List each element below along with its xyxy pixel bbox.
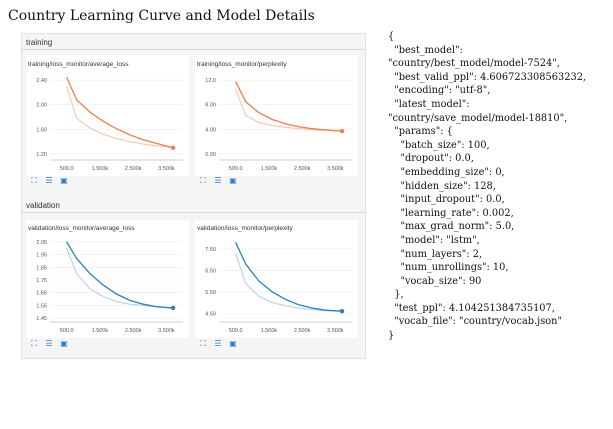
x-tick-label: 500.0 [229,328,243,334]
y-tick-label: 12.0 [205,78,216,84]
y-tick-label: 2.40 [36,78,47,84]
y-tick-label: 1.95 [36,253,47,259]
list-icon[interactable]: ☰ [45,339,53,348]
section-divider [22,49,365,50]
y-tick-label: 1.45 [36,316,47,322]
y-tick-label: 4.00 [205,127,216,133]
section-label-training: training [26,38,53,47]
expand-icon[interactable]: ⛶ [200,176,206,185]
x-tick-label: 2.500k [294,166,311,172]
y-tick-label: 1.75 [36,278,47,284]
chart-toolbar: ⛶ ☰ ▣ [199,340,237,348]
y-tick-label: 0.00 [205,152,216,158]
y-tick-label: 4.50 [205,311,216,317]
x-tick-label: 3.500k [158,166,175,172]
page-title: Country Learning Curve and Model Details [8,8,315,24]
x-tick-label: 1.500k [261,166,278,172]
chart-title: training/loss_monitor/perplexity [197,61,287,68]
series-line-smoothed [66,241,174,309]
chart-svg: validation/loss_monitor/perplexity 7.50 6.… [197,225,352,334]
series-line-raw [66,86,174,149]
x-tick-label: 3.500k [327,328,344,334]
fit-domain-icon[interactable]: ▣ [60,176,68,185]
x-tick-label: 2.500k [125,328,142,334]
tensorboard-panel: training training/loss_monitor/average_l… [21,33,366,359]
chart-toolbar: ⛶ ☰ ▣ [30,177,68,185]
section-divider [22,212,365,213]
y-tick-label: 1.20 [36,152,47,158]
x-tick-label: 500.0 [60,328,74,334]
chart-validation-average-loss: validation/loss_monitor/average_loss 2.05… [26,220,189,338]
chart-toolbar: ⛶ ☰ ▣ [199,177,237,185]
y-tick-label: 1.85 [36,265,47,271]
y-tick-label: 1.65 [36,291,47,297]
y-tick-label: 2.05 [36,240,47,246]
series-line-smoothed [235,242,343,312]
series-line-smoothed [235,81,343,132]
x-tick-label: 2.500k [294,328,311,334]
expand-icon[interactable]: ⛶ [200,339,206,348]
series-end-point [339,128,345,134]
x-tick-label: 1.500k [261,328,278,334]
section-label-validation: validation [26,201,60,210]
fit-domain-icon[interactable]: ▣ [229,176,237,185]
series-end-point [170,145,176,150]
chart-training-average-loss: training/loss_monitor/average_loss 2.40 2.… [26,56,189,176]
fit-domain-icon[interactable]: ▣ [229,339,237,348]
y-tick-label: 6.50 [205,268,216,274]
list-icon[interactable]: ☰ [214,339,222,348]
chart-title: validation/loss_monitor/perplexity [197,225,293,232]
x-tick-label: 3.500k [158,328,175,334]
series-line-raw [235,252,343,312]
x-tick-label: 2.500k [125,166,142,172]
x-tick-label: 500.0 [60,166,74,172]
series-line-smoothed [66,76,174,149]
chart-svg: validation/loss_monitor/average_loss 2.05… [28,225,183,334]
list-icon[interactable]: ☰ [214,176,222,185]
chart-title: training/loss_monitor/average_loss [28,61,129,68]
chart-title: validation/loss_monitor/average_loss [28,225,135,232]
y-tick-label: 5.50 [205,290,216,296]
y-tick-label: 1.55 [36,303,47,309]
y-tick-label: 8.00 [205,103,216,109]
list-icon[interactable]: ☰ [45,176,53,185]
series-line-raw [235,89,343,132]
x-tick-label: 1.500k [92,328,109,334]
y-tick-label: 2.00 [36,103,47,109]
series-end-point [339,309,345,314]
expand-icon[interactable]: ⛶ [31,176,37,185]
y-tick-label: 7.50 [205,247,216,253]
x-tick-label: 3.500k [327,166,344,172]
chart-svg: training/loss_monitor/perplexity 12.0 8.00… [197,61,352,172]
series-end-point [170,305,176,311]
series-line-raw [66,247,174,309]
x-tick-label: 500.0 [229,166,243,172]
chart-toolbar: ⛶ ☰ ▣ [30,340,68,348]
chart-training-perplexity: training/loss_monitor/perplexity 12.0 8.00… [195,56,358,176]
chart-svg: training/loss_monitor/average_loss 2.40 2.… [28,61,183,172]
x-tick-label: 1.500k [92,166,109,172]
fit-domain-icon[interactable]: ▣ [60,339,68,348]
model-details-json: { "best_model": "country/best_model/mode… [388,31,587,342]
expand-icon[interactable]: ⛶ [31,339,37,348]
y-tick-label: 1.60 [36,127,47,133]
chart-validation-perplexity: validation/loss_monitor/perplexity 7.50 6.… [195,220,358,338]
